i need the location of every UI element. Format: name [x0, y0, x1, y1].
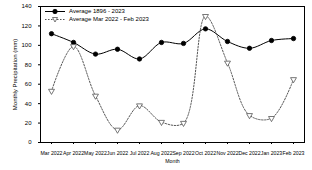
svg-text:Apr 2022: Apr 2022 — [63, 150, 84, 156]
svg-text:Nov 2022: Nov 2022 — [216, 150, 238, 156]
svg-text:60: 60 — [25, 81, 32, 87]
svg-text:Jan 2023: Jan 2023 — [261, 150, 282, 156]
svg-text:May 2022: May 2022 — [84, 150, 107, 156]
svg-text:Mar 2022: Mar 2022 — [41, 150, 63, 156]
svg-text:Aug 2022: Aug 2022 — [150, 150, 172, 156]
svg-text:Month: Month — [165, 158, 180, 164]
svg-text:Jun 2022: Jun 2022 — [107, 150, 128, 156]
svg-text:100: 100 — [21, 42, 32, 48]
svg-text:20: 20 — [25, 120, 32, 126]
html-text:Average 1896 - 2023: Average 1896 - 2023 — [69, 8, 125, 14]
svg-text:Sep 2022: Sep 2022 — [172, 150, 194, 156]
svg-text:Jul 2022: Jul 2022 — [130, 150, 150, 156]
svg-text:Feb 2023: Feb 2023 — [283, 150, 305, 156]
svg-text:40: 40 — [25, 101, 32, 107]
html-text:Average Mar 2022 - Feb 2023: Average Mar 2022 - Feb 2023 — [69, 16, 149, 22]
svg-text:Monthly Precipitation (mm): Monthly Precipitation (mm) — [12, 39, 18, 110]
svg-text:120: 120 — [21, 23, 32, 29]
svg-text:80: 80 — [25, 62, 32, 68]
svg-text:Dec 2022: Dec 2022 — [238, 150, 260, 156]
svg-text:140: 140 — [21, 3, 32, 9]
svg-text:0: 0 — [28, 139, 32, 145]
svg-text:Oct 2022: Oct 2022 — [195, 150, 216, 156]
